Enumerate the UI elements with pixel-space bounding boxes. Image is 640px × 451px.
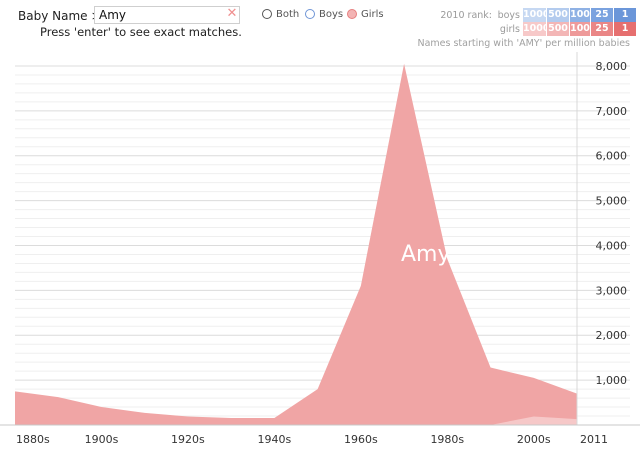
- rank-boys-row: 1000 500 100 25 1: [523, 8, 637, 22]
- x-tick-label: 1960s: [344, 433, 378, 446]
- radio-boys[interactable]: Boys: [305, 9, 343, 23]
- rank-boys-cell-1[interactable]: 1: [614, 8, 636, 22]
- boys-area: [490, 416, 577, 425]
- rank-girls-row: 1000 500 100 25 1: [523, 22, 637, 36]
- rank-boys-cell-25[interactable]: 25: [591, 8, 613, 22]
- y-tick-label: 7,000: [596, 105, 628, 118]
- y-tick-label: 6,000: [596, 150, 628, 163]
- rank-title: 2010 rank:: [440, 10, 492, 21]
- rank-boys-label: boys: [497, 10, 520, 21]
- y-tick-label: 5,000: [596, 195, 628, 208]
- rank-girls-cell-100[interactable]: 100: [570, 22, 590, 36]
- x-tick-label: 1880s: [16, 433, 50, 446]
- y-tick-label: 4,000: [596, 239, 628, 252]
- header-controls: Baby Name > ✕ Press 'enter' to see exact…: [0, 0, 640, 52]
- y-tick-label: 3,000: [596, 284, 628, 297]
- name-popularity-chart: 1,000 2,000 3,000 4,000 5,000 6,000 7,000 8,000…: [0, 52, 640, 446]
- radio-girls[interactable]: Girls: [347, 9, 384, 23]
- radio-boys-label: Boys: [319, 9, 344, 20]
- x-tick-label: 1980s: [430, 433, 464, 446]
- x-tick-label: 1900s: [85, 433, 119, 446]
- radio-girls-circle-icon: [347, 9, 357, 19]
- radio-both[interactable]: Both: [262, 9, 299, 23]
- x-tick-label: 2000s: [517, 433, 551, 446]
- radio-both-circle-icon: [262, 9, 272, 19]
- rank-boys-cell-1000[interactable]: 1000: [523, 8, 550, 22]
- baby-name-label: Baby Name >: [18, 9, 102, 23]
- y-tick-label: 1,000: [596, 374, 628, 387]
- series-name-label: Amy: [401, 242, 451, 267]
- search-hint: Press 'enter' to see exact matches.: [40, 25, 242, 39]
- chart-subtitle: Names starting with 'AMY' per million ba…: [417, 38, 630, 49]
- radio-girls-label: Girls: [361, 9, 384, 20]
- rank-boys-cell-500[interactable]: 500: [547, 8, 569, 22]
- rank-boys-cell-100[interactable]: 100: [570, 8, 590, 22]
- rank-girls-cell-500[interactable]: 500: [547, 22, 569, 36]
- rank-girls-cell-25[interactable]: 25: [591, 22, 613, 36]
- y-tick-label: 8,000: [596, 60, 628, 73]
- rank-girls-cell-1[interactable]: 1: [614, 22, 636, 36]
- x-tick-label: 1920s: [171, 433, 205, 446]
- y-tick-label: 2,000: [596, 329, 628, 342]
- rank-girls-label: girls: [499, 24, 520, 35]
- radio-boys-circle-icon: [305, 9, 315, 19]
- rank-girls-cell-1000[interactable]: 1000: [523, 22, 550, 36]
- radio-both-label: Both: [276, 9, 300, 20]
- x-tick-label: 1940s: [258, 433, 292, 446]
- clear-icon[interactable]: ✕: [226, 6, 238, 21]
- girls-area: [15, 63, 577, 425]
- name-search-input[interactable]: [94, 6, 240, 24]
- x-tick-label: 2011: [580, 433, 608, 446]
